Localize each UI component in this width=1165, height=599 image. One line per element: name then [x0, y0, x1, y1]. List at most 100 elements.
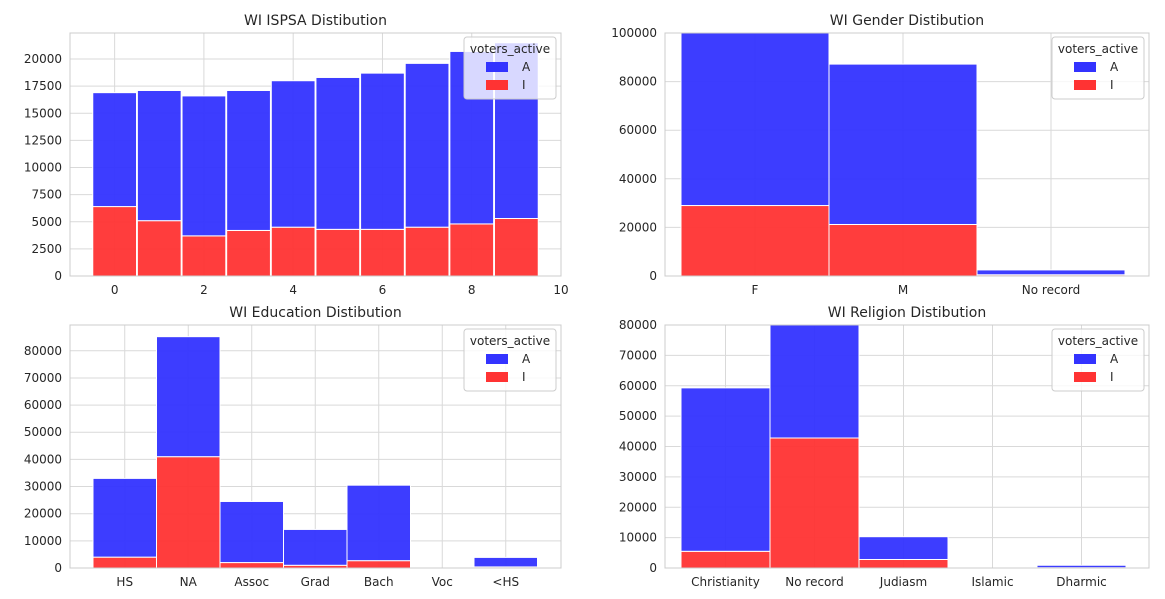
chart-panel-1: 0 2 4 6 8 10 0 2500 5000 7500 10000 12500 15000 17500…: [24, 13, 569, 297]
bar-I: [92, 556, 157, 569]
x-tick-label: Voc: [432, 575, 453, 589]
bar-I: [346, 560, 411, 569]
legend-swatch-I: [1074, 80, 1096, 90]
legend-swatch-I: [486, 80, 508, 90]
y-tick-label: 20000: [24, 52, 62, 66]
legend-label-I: I: [1110, 78, 1114, 92]
x-tick-label: No record: [785, 575, 843, 589]
bar-I: [270, 226, 316, 277]
legend-title: voters_active: [1058, 334, 1138, 348]
legend-swatch-A: [1074, 354, 1096, 364]
bar-I: [156, 456, 221, 569]
legend: voters_active AI: [463, 328, 557, 392]
bar-I: [360, 228, 405, 277]
bar-I: [219, 562, 284, 569]
legend-title: voters_active: [470, 42, 550, 56]
y-tick-label: 50000: [24, 425, 62, 439]
x-tick-label: M: [898, 283, 908, 297]
chart-title: WI ISPSA Distibution: [244, 13, 387, 29]
x-tick-label: No record: [1022, 283, 1080, 297]
bar-A: [360, 72, 405, 230]
chart-title: WI Education Distibution: [229, 305, 402, 321]
legend-swatch-I: [486, 372, 508, 382]
y-tick-label: 0: [649, 561, 657, 575]
legend-label-I: I: [1110, 370, 1114, 384]
y-tick-label: 12500: [24, 133, 62, 147]
x-tick-label: HS: [116, 575, 133, 589]
y-tick-label: 10000: [619, 531, 657, 545]
x-tick-label: Grad: [301, 575, 330, 589]
legend-label-A: A: [1110, 60, 1119, 74]
y-tick-label: 60000: [24, 398, 62, 412]
x-tick-label: F: [752, 283, 759, 297]
x-tick-label: Islamic: [971, 575, 1013, 589]
plot-frame: [664, 324, 1150, 569]
y-tick-label: 60000: [619, 379, 657, 393]
bar-A: [270, 80, 316, 228]
bar-A: [315, 76, 361, 230]
bar-A: [92, 477, 157, 558]
y-tick-label: 70000: [619, 348, 657, 362]
bar-A: [1036, 564, 1127, 569]
legend-label-I: I: [522, 370, 526, 384]
bar-A: [769, 324, 860, 439]
bar-A: [680, 32, 830, 207]
x-tick-label: 2: [200, 283, 208, 297]
bar-A: [404, 62, 450, 228]
x-tick-label: Dharmic: [1056, 575, 1107, 589]
x-tick-label: 10: [553, 283, 568, 297]
x-tick-label: 8: [468, 283, 476, 297]
y-tick-label: 100000: [611, 26, 657, 40]
y-tick-label: 0: [54, 269, 62, 283]
bar-A: [283, 528, 348, 566]
y-tick-label: 15000: [24, 106, 62, 120]
legend-swatch-A: [1074, 62, 1096, 72]
y-tick-label: 2500: [31, 242, 62, 256]
plot-frame: [664, 32, 1150, 277]
x-tick-label: Judiasm: [879, 575, 927, 589]
x-tick-label: Christianity: [691, 575, 760, 589]
bar-A: [346, 484, 411, 562]
y-tick-label: 40000: [619, 440, 657, 454]
y-tick-label: 20000: [24, 507, 62, 521]
bar-I: [136, 220, 182, 277]
plot-frame: [69, 324, 562, 569]
bar-A: [828, 63, 978, 225]
x-tick-label: 6: [379, 283, 387, 297]
x-tick-label: 0: [111, 283, 119, 297]
bar-A: [219, 500, 284, 564]
bar-A: [136, 89, 182, 222]
y-tick-label: 80000: [619, 75, 657, 89]
y-tick-label: 5000: [31, 215, 62, 229]
y-tick-label: 70000: [24, 371, 62, 385]
legend: voters_active AI: [463, 36, 557, 100]
y-tick-label: 50000: [619, 409, 657, 423]
x-tick-label: 4: [289, 283, 297, 297]
chart-title: WI Religion Distibution: [828, 305, 987, 321]
x-tick-label: <HS: [492, 575, 519, 589]
y-tick-label: 7500: [31, 188, 62, 202]
chart-panel-2: F M No record 0 20000 40000 60000 80000 100000 WI…: [611, 13, 1150, 297]
y-tick-label: 0: [649, 269, 657, 283]
bar-I: [680, 550, 771, 569]
y-tick-label: 10000: [24, 534, 62, 548]
legend-swatch-A: [486, 354, 508, 364]
bar-A: [156, 336, 221, 458]
bar-I: [226, 229, 271, 277]
y-tick-label: 10000: [24, 161, 62, 175]
chart-panel-4: Christianity No record Judiasm Islamic Dharm…: [619, 305, 1150, 589]
bar-I: [858, 558, 949, 569]
y-tick-label: 40000: [24, 452, 62, 466]
legend: voters_active AI: [1051, 36, 1145, 100]
bar-I: [449, 223, 495, 277]
y-tick-label: 20000: [619, 500, 657, 514]
y-tick-label: 40000: [619, 172, 657, 186]
bar-A: [680, 387, 771, 552]
y-tick-label: 0: [54, 561, 62, 575]
y-tick-label: 60000: [619, 123, 657, 137]
bar-I: [315, 228, 361, 277]
bar-A: [858, 536, 949, 560]
legend-title: voters_active: [470, 334, 550, 348]
x-tick-label: NA: [180, 575, 198, 589]
